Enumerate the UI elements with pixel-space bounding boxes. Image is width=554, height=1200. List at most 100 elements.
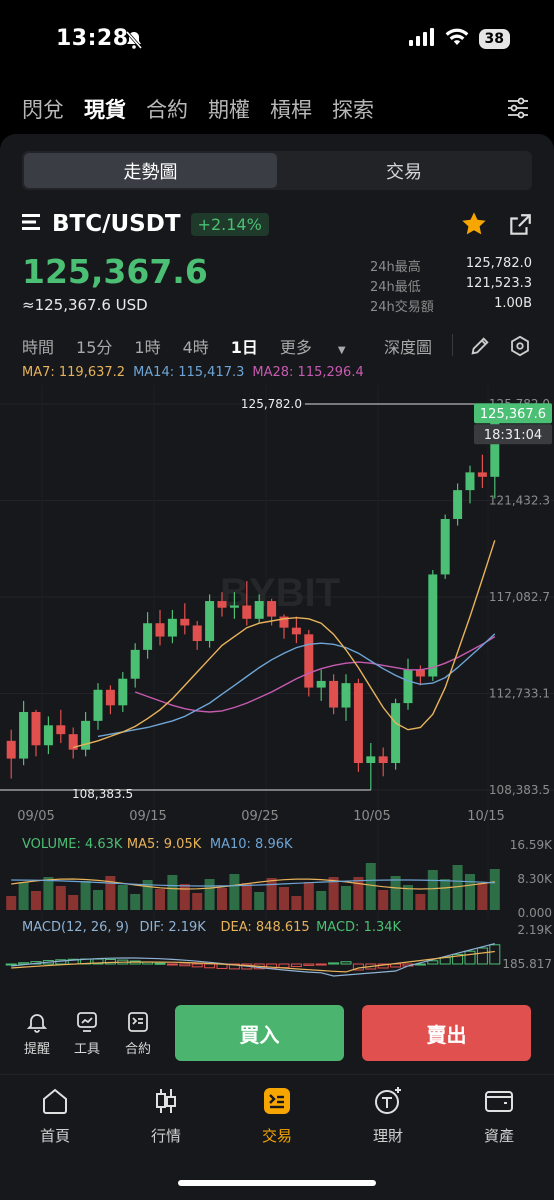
nav-trade[interactable]: 交易 (237, 1085, 317, 1146)
price-chart[interactable]: BYBIT 125,782.0 121,432.3 117,082.7 112,733… (0, 386, 554, 998)
volume-bar (390, 876, 401, 910)
earn-icon (375, 1087, 401, 1114)
contract-button[interactable]: 合約 (118, 1010, 158, 1057)
filter-icon[interactable] (506, 96, 530, 124)
volume-tick-label: 8.30K (517, 872, 553, 886)
candle-body (205, 601, 215, 641)
last-price: 125,367.6 (22, 252, 208, 291)
macd-bar (5, 963, 17, 966)
stat-label-turnover: 24h交易額 (370, 300, 434, 315)
macd-bar (191, 963, 203, 968)
interval-more[interactable]: 更多 ▼ (280, 334, 368, 358)
nav-home[interactable]: 首頁 (15, 1085, 95, 1146)
tools-label: 工具 (73, 1042, 100, 1057)
signal-icon (408, 28, 435, 50)
action-bar: 提醒 工具 合約 (0, 1004, 554, 1068)
volume-bar (291, 896, 302, 910)
macd-bar (340, 961, 352, 965)
y-tick-label: 108,383.5 (489, 783, 550, 797)
tab-spot[interactable]: 現貨 (84, 98, 126, 122)
nav-assets[interactable]: 資產 (459, 1085, 539, 1146)
volume-bar (31, 891, 41, 910)
pair-header[interactable]: BTC/USDT +2.14% (22, 211, 269, 237)
nav-market[interactable]: 行情 (126, 1085, 206, 1146)
macd-tick-label: 2.19K (517, 923, 553, 937)
macd-value-label: MACD: 1.34K (316, 920, 401, 935)
alert-label: 提醒 (23, 1042, 50, 1057)
volume-bar (18, 882, 29, 910)
segment-chart[interactable]: 走勢圖 (24, 153, 277, 188)
volume-bar (241, 883, 252, 910)
macd-bar (179, 963, 191, 967)
stat-label-low: 24h最低 (370, 280, 421, 295)
tab-margin[interactable]: 槓桿 (270, 98, 312, 122)
candle-body (391, 703, 401, 764)
alert-button[interactable]: 提醒 (17, 1010, 57, 1057)
candle-body (68, 734, 78, 750)
interval-1d[interactable]: 1日 (230, 338, 258, 357)
macd-bar (315, 963, 327, 966)
candle-body (93, 689, 103, 721)
interval-4h[interactable]: 4時 (182, 338, 209, 357)
tab-explore[interactable]: 探索 (332, 98, 374, 122)
macd-bar (204, 963, 216, 969)
volume-bar (316, 891, 327, 910)
wifi-icon (445, 28, 469, 50)
buy-button[interactable]: 買入 (175, 1005, 344, 1061)
candle-body (19, 711, 29, 759)
volume-bar (217, 888, 227, 910)
interval-more-label: 更多 (279, 338, 312, 357)
stat-value-low: 121,523.3 (465, 276, 532, 291)
ma-legend: MA7: 119,637.2 MA14: 115,417.3 MA28: 115… (22, 365, 364, 380)
volume-bar (465, 874, 475, 910)
candle-body (415, 669, 425, 677)
candle-body (341, 683, 351, 708)
favorite-star-icon[interactable] (460, 210, 488, 242)
candle-body (229, 605, 239, 608)
macd-dea-line (11, 950, 495, 973)
depth-chart-toggle[interactable]: 深度圖 (384, 338, 433, 357)
candle-body (118, 678, 128, 706)
chart-settings-icon[interactable] (509, 335, 531, 361)
interval-15m[interactable]: 15分 (76, 338, 113, 357)
candle-body (316, 680, 326, 688)
macd-bar (166, 963, 178, 966)
interval-bar: 時間 15分 1時 4時 1日 更多 ▼ (22, 334, 390, 358)
market-icon (156, 1089, 176, 1113)
volume-bar (489, 869, 500, 910)
volume-ma10-label: MA10: 8.96K (210, 837, 293, 852)
volume-bar (279, 887, 289, 910)
candle-body (490, 413, 500, 477)
countdown-tag-bg (474, 424, 552, 445)
interval-time[interactable]: 時間 (22, 338, 55, 357)
nav-earn[interactable]: 理財 (348, 1085, 428, 1146)
contract-label: 合約 (124, 1042, 151, 1057)
pair-change-badge: +2.14% (190, 212, 269, 236)
candle-body (56, 725, 66, 735)
y-tick-label: 117,082.7 (489, 590, 550, 604)
sell-button[interactable]: 賣出 (362, 1005, 531, 1061)
stat-label-high: 24h最高 (370, 260, 421, 275)
tab-swap[interactable]: 閃兌 (22, 98, 64, 122)
volume-ma5-line (11, 878, 495, 890)
home-icon (43, 1088, 67, 1114)
volume-bar (167, 875, 178, 910)
ma14-line (97, 633, 496, 738)
tab-options[interactable]: 期權 (208, 98, 250, 122)
tab-futures[interactable]: 合約 (146, 98, 188, 122)
interval-1h[interactable]: 1時 (134, 338, 161, 357)
share-icon[interactable] (507, 212, 533, 242)
candle-body (130, 649, 140, 679)
candle-body (105, 689, 115, 706)
x-tick-label: 10/05 (353, 809, 390, 824)
countdown-tag: 18:31:04 (484, 428, 542, 443)
tools-button[interactable]: 工具 (67, 1010, 107, 1057)
macd-bar (303, 963, 315, 966)
pencil-icon[interactable] (469, 335, 491, 361)
candle-body (428, 574, 438, 677)
macd-bar (476, 947, 488, 965)
candle-body (304, 634, 314, 688)
segment-trade[interactable]: 交易 (386, 161, 422, 183)
menu-icon[interactable] (22, 213, 42, 235)
nav-home-label: 首頁 (39, 1127, 70, 1145)
